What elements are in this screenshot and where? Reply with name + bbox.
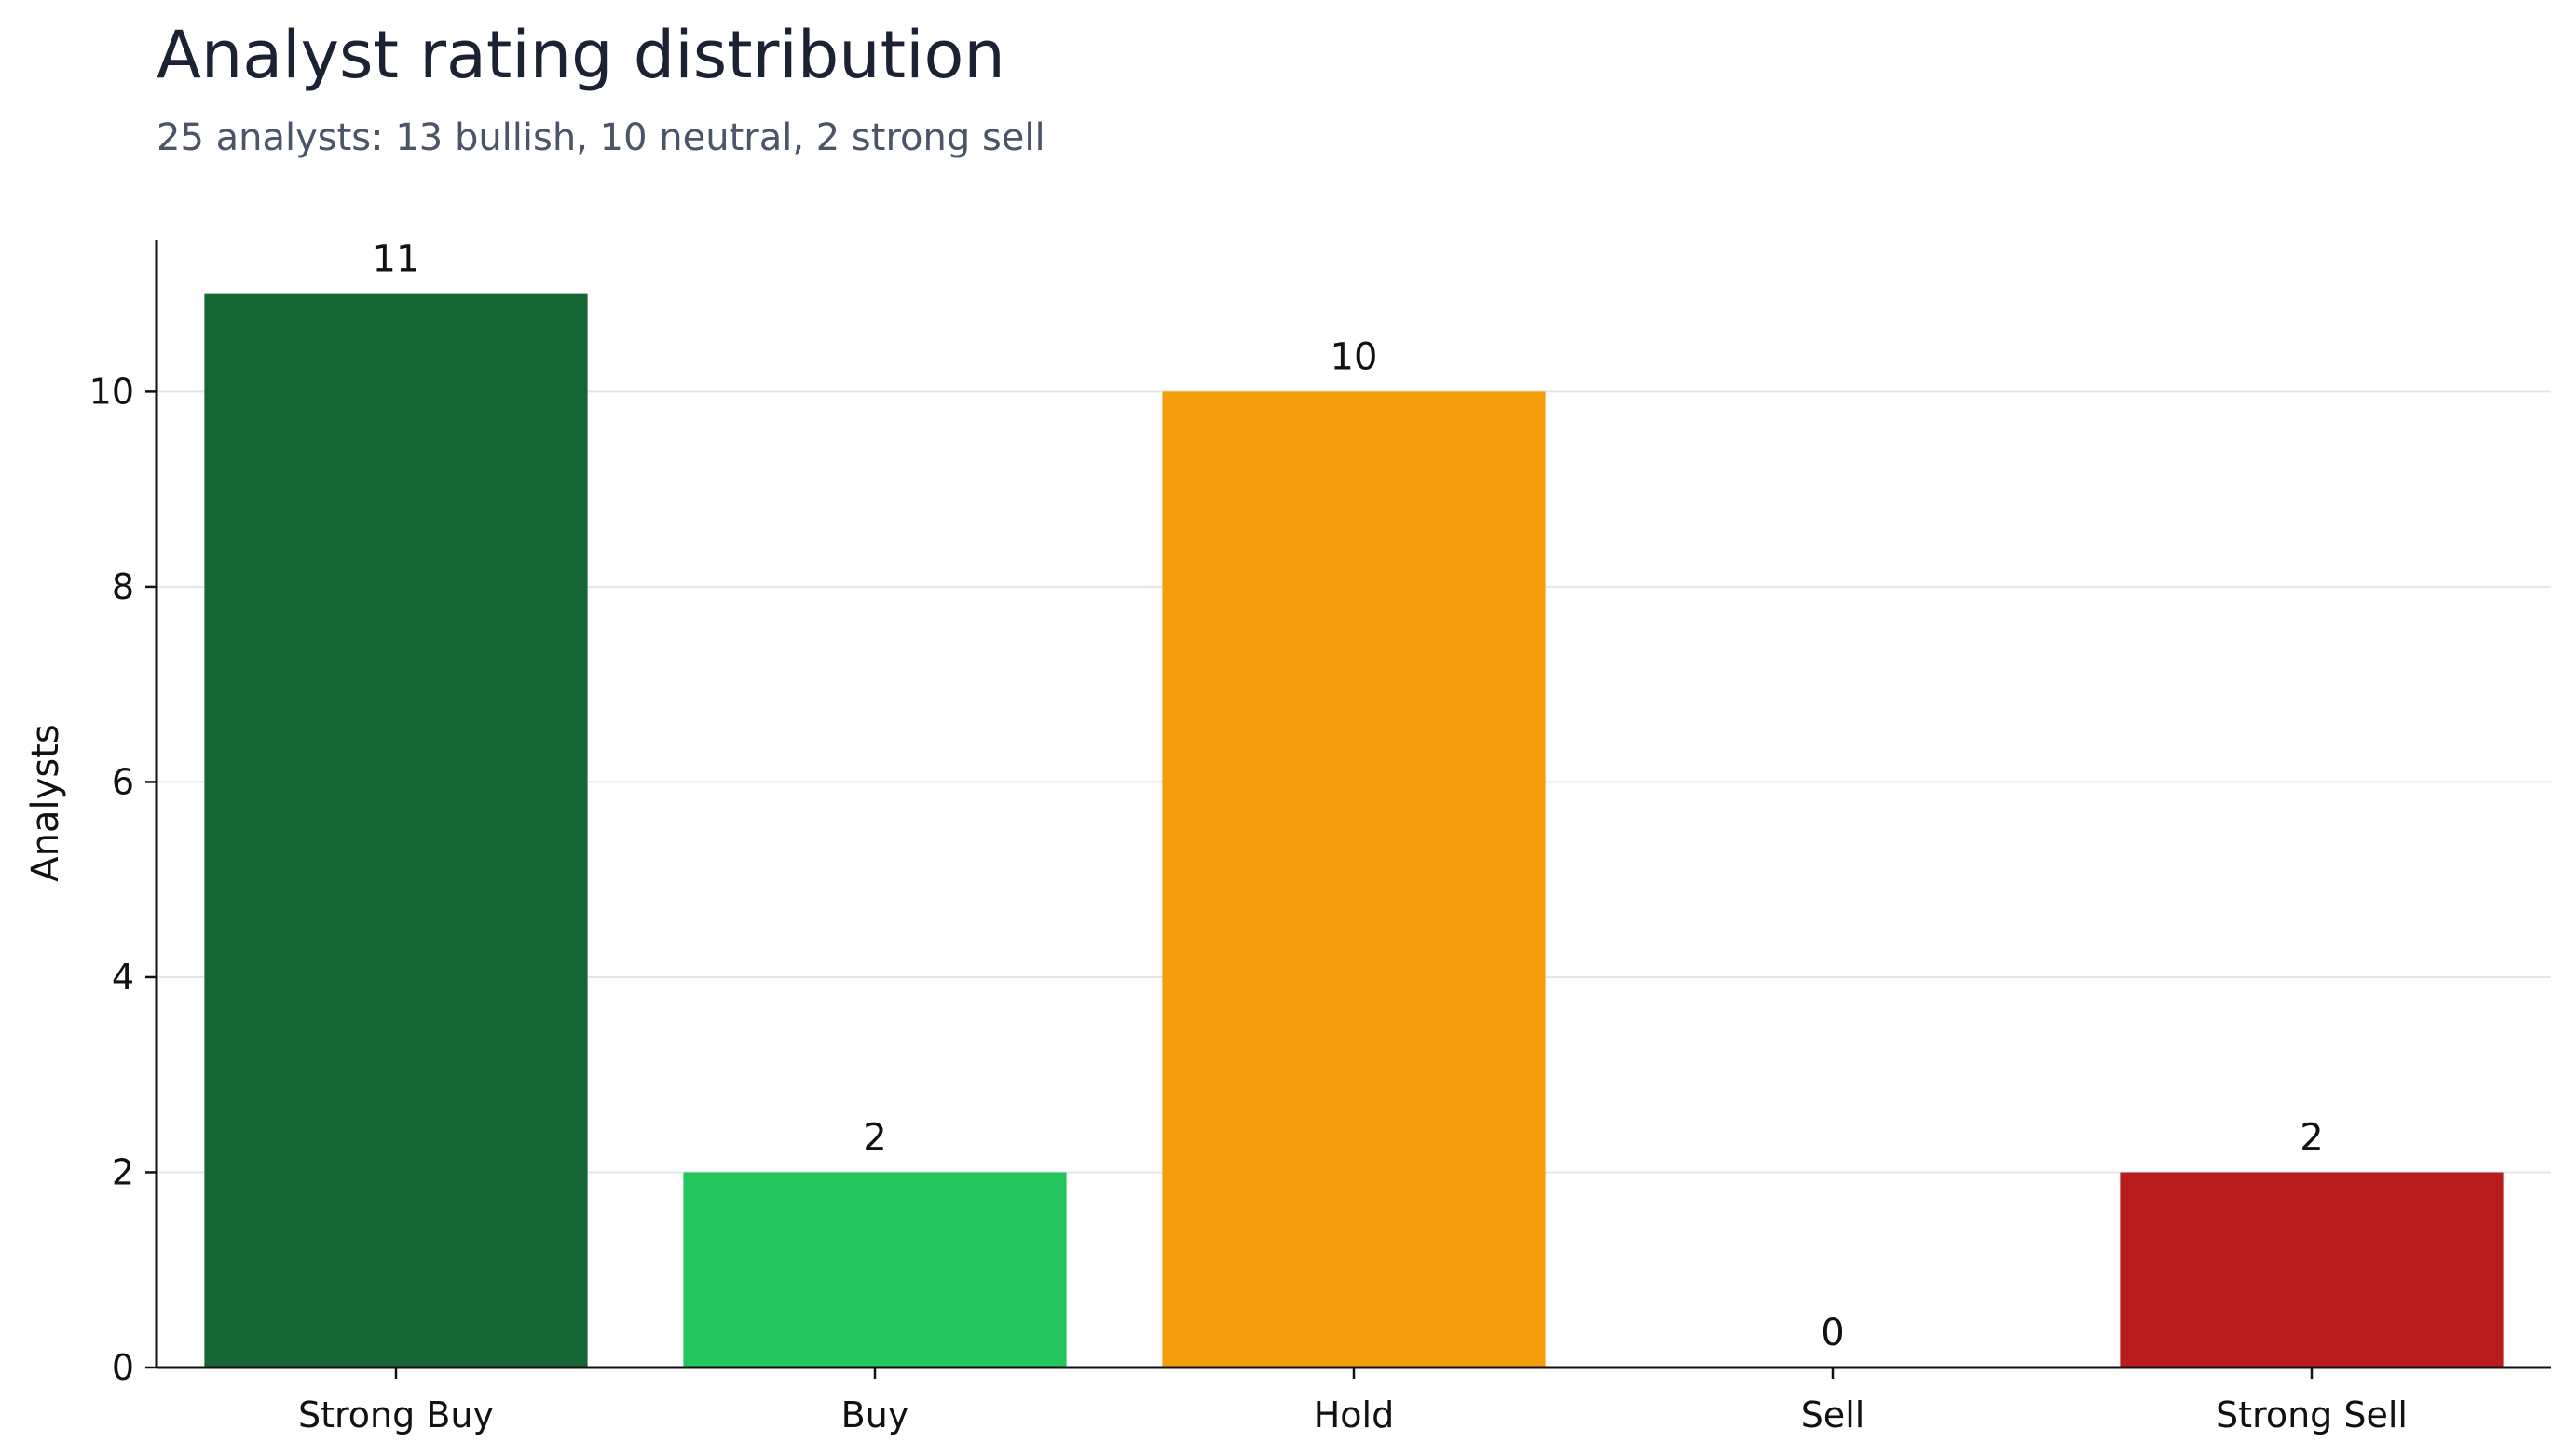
axes: 0 2 4 6 8 10 Strong Buy Buy Hold Sell Strong Sell bbox=[89, 240, 2551, 1436]
data-label: 11 bbox=[373, 238, 420, 281]
bar bbox=[1162, 391, 1546, 1368]
chart-title: Analyst rating distribution bbox=[157, 17, 1005, 93]
x-tick-label: Buy bbox=[841, 1395, 909, 1436]
y-tick-label: 2 bbox=[112, 1151, 134, 1192]
y-axis-title: Analysts bbox=[24, 724, 67, 881]
y-tick-label: 6 bbox=[112, 761, 134, 802]
bars bbox=[204, 293, 2504, 1368]
data-label: 10 bbox=[1331, 335, 1378, 378]
bar bbox=[683, 1172, 1067, 1368]
y-tick-label: 4 bbox=[112, 957, 134, 998]
y-tick-label: 0 bbox=[112, 1347, 134, 1388]
data-labels: 11 2 10 0 2 bbox=[373, 238, 2324, 1354]
x-tick-label: Strong Sell bbox=[2216, 1395, 2408, 1436]
x-tick-label: Sell bbox=[1801, 1395, 1865, 1436]
x-tick-label: Strong Buy bbox=[298, 1395, 494, 1436]
bar bbox=[204, 293, 588, 1368]
x-tick-label: Hold bbox=[1314, 1395, 1395, 1436]
data-label: 0 bbox=[1821, 1312, 1844, 1354]
y-tick-label: 8 bbox=[112, 566, 134, 607]
bar bbox=[2120, 1172, 2504, 1368]
data-label: 2 bbox=[863, 1116, 886, 1159]
y-tick-label: 10 bbox=[89, 371, 134, 412]
data-label: 2 bbox=[2300, 1116, 2323, 1159]
chart-subtitle: 25 analysts: 13 bullish, 10 neutral, 2 s… bbox=[157, 116, 1045, 159]
